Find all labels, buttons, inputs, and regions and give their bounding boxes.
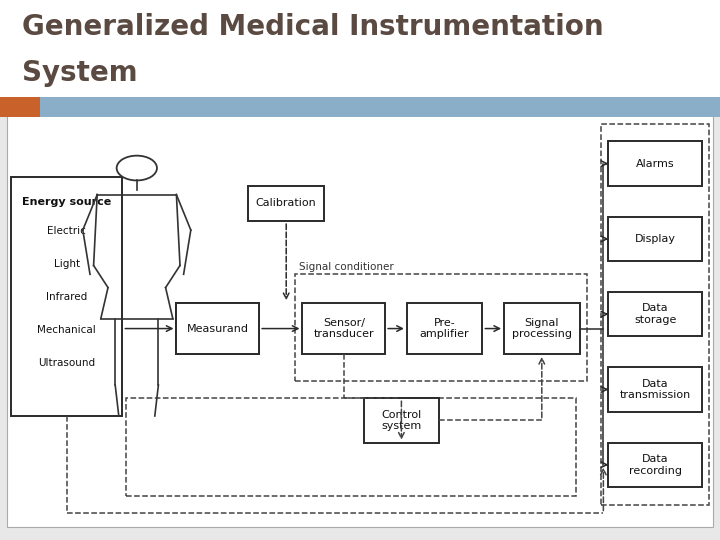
Bar [295, 274, 587, 381]
Text: Data
transmission: Data transmission [620, 379, 690, 400]
Text: System: System [22, 59, 138, 87]
Text: Measurand: Measurand [186, 323, 249, 334]
Text: Energy source: Energy source [22, 197, 111, 207]
Bar [608, 141, 702, 186]
Text: Signal conditioner: Signal conditioner [299, 262, 394, 272]
Text: Pre-
amplifier: Pre- amplifier [420, 318, 469, 339]
Bar [0, 97, 40, 117]
Bar [176, 303, 259, 354]
Text: Measurand: Measurand [186, 323, 249, 334]
Text: Calibration: Calibration [256, 199, 317, 208]
Bar [364, 399, 439, 443]
Bar [608, 292, 702, 336]
Text: Infrared: Infrared [46, 292, 87, 302]
Bar [407, 303, 482, 354]
Bar [608, 443, 702, 487]
Text: Data
recording: Data recording [629, 454, 682, 476]
Bar [176, 303, 259, 354]
Bar [11, 177, 122, 416]
Text: Electric: Electric [48, 226, 86, 235]
Bar [302, 303, 385, 354]
Text: Signal
processing: Signal processing [512, 318, 572, 339]
Text: Control
system: Control system [382, 410, 421, 431]
Bar [601, 124, 709, 504]
Text: Light: Light [53, 259, 80, 269]
Text: Sensor/
transducer: Sensor/ transducer [313, 318, 374, 339]
Text: Mechanical: Mechanical [37, 325, 96, 335]
Text: Generalized Medical Instrumentation: Generalized Medical Instrumentation [22, 13, 603, 41]
Bar [608, 217, 702, 261]
Text: Alarms: Alarms [636, 159, 675, 168]
Bar [504, 303, 580, 354]
Text: Display: Display [635, 234, 675, 244]
Text: Ultrasound: Ultrasound [38, 359, 95, 368]
Bar [126, 399, 576, 496]
Text: Data
storage: Data storage [634, 303, 676, 325]
Bar [248, 186, 324, 221]
Bar [608, 367, 702, 411]
Bar [0, 97, 720, 117]
